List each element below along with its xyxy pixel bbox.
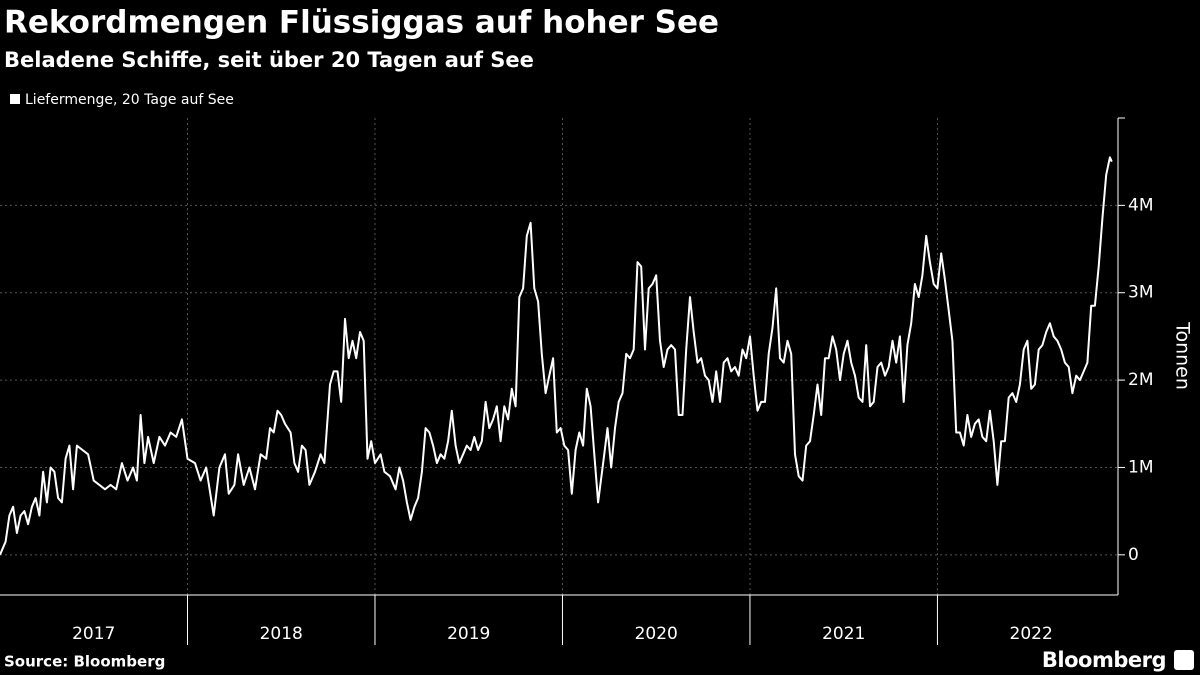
chart-title: Rekordmengen Flüssiggas auf hoher See: [4, 5, 719, 41]
y-tick-label: 0: [1128, 545, 1139, 565]
y-axis-label: Tonnen: [1172, 321, 1194, 390]
y-tick-label: 3M: [1128, 283, 1153, 303]
legend-label: Liefermenge, 20 Tage auf See: [25, 92, 234, 108]
source: Source: Bloomberg: [4, 653, 165, 671]
brand-icon: [1174, 650, 1194, 670]
x-tick-label: 2019: [447, 624, 490, 644]
y-tick-label: 4M: [1128, 195, 1153, 215]
brand-logo: Bloomberg: [1042, 648, 1166, 672]
x-tick-label: 2017: [72, 624, 115, 644]
legend-swatch: [10, 94, 20, 104]
x-tick-label: 2021: [822, 624, 865, 644]
line-series: [0, 156, 1113, 556]
x-tick-label: 2020: [635, 624, 678, 644]
y-tick-label: 2M: [1128, 370, 1153, 390]
x-tick-label: 2022: [1010, 624, 1053, 644]
x-tick-label: 2018: [260, 624, 303, 644]
chart-subtitle: Beladene Schiffe, seit über 20 Tagen auf…: [4, 48, 534, 72]
y-tick-label: 1M: [1128, 457, 1153, 477]
